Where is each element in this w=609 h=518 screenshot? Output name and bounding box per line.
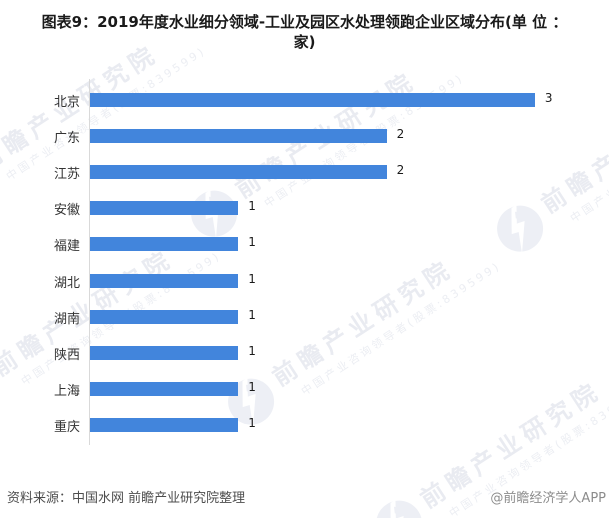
value-label-陕西: 1	[248, 343, 256, 358]
category-label-湖南: 湖南	[53, 311, 80, 327]
value-label-湖北: 1	[248, 271, 256, 286]
bar-北京	[90, 92, 535, 107]
category-label-重庆: 重庆	[53, 420, 80, 436]
category-label-广东: 广东	[53, 130, 80, 146]
category-label-江苏: 江苏	[53, 166, 80, 182]
bar-安徽	[90, 201, 239, 216]
bar-陕西	[90, 345, 239, 360]
value-label-安徽: 1	[248, 199, 256, 214]
category-label-陕西: 陕西	[53, 347, 80, 363]
bar-湖南	[90, 309, 239, 324]
value-label-广东: 2	[396, 126, 405, 141]
bar-上海	[90, 382, 239, 397]
chart-title-line2: 家)	[293, 33, 316, 51]
bar-湖北	[90, 273, 239, 288]
category-label-上海: 上海	[53, 384, 80, 400]
category-label-安徽: 安徽	[53, 203, 80, 219]
attribution-note: @前瞻经济学人APP	[490, 491, 606, 506]
source-note: 资料来源：中国水网 前瞻产业研究院整理	[7, 491, 246, 506]
bar-福建	[90, 237, 239, 252]
value-label-湖南: 1	[248, 307, 256, 322]
value-label-重庆: 1	[248, 416, 256, 431]
chart-title-line1: 图表9：2019年度水业细分领域-工业及园区水处理领跑企业区域分布(单 位 ：	[41, 13, 568, 31]
bar-广东	[90, 128, 387, 143]
value-label-上海: 1	[248, 380, 256, 395]
chart-title: 图表9：2019年度水业细分领域-工业及园区水处理领跑企业区域分布(单 位 ： …	[0, 12, 609, 52]
value-label-北京: 3	[544, 90, 553, 105]
bar-江苏	[90, 164, 387, 179]
bar-重庆	[90, 418, 239, 433]
category-label-湖北: 湖北	[53, 275, 80, 291]
y-axis-line	[89, 79, 90, 445]
category-label-北京: 北京	[53, 94, 80, 110]
value-label-江苏: 2	[396, 162, 405, 177]
category-label-福建: 福建	[53, 239, 80, 255]
value-label-福建: 1	[248, 235, 256, 250]
